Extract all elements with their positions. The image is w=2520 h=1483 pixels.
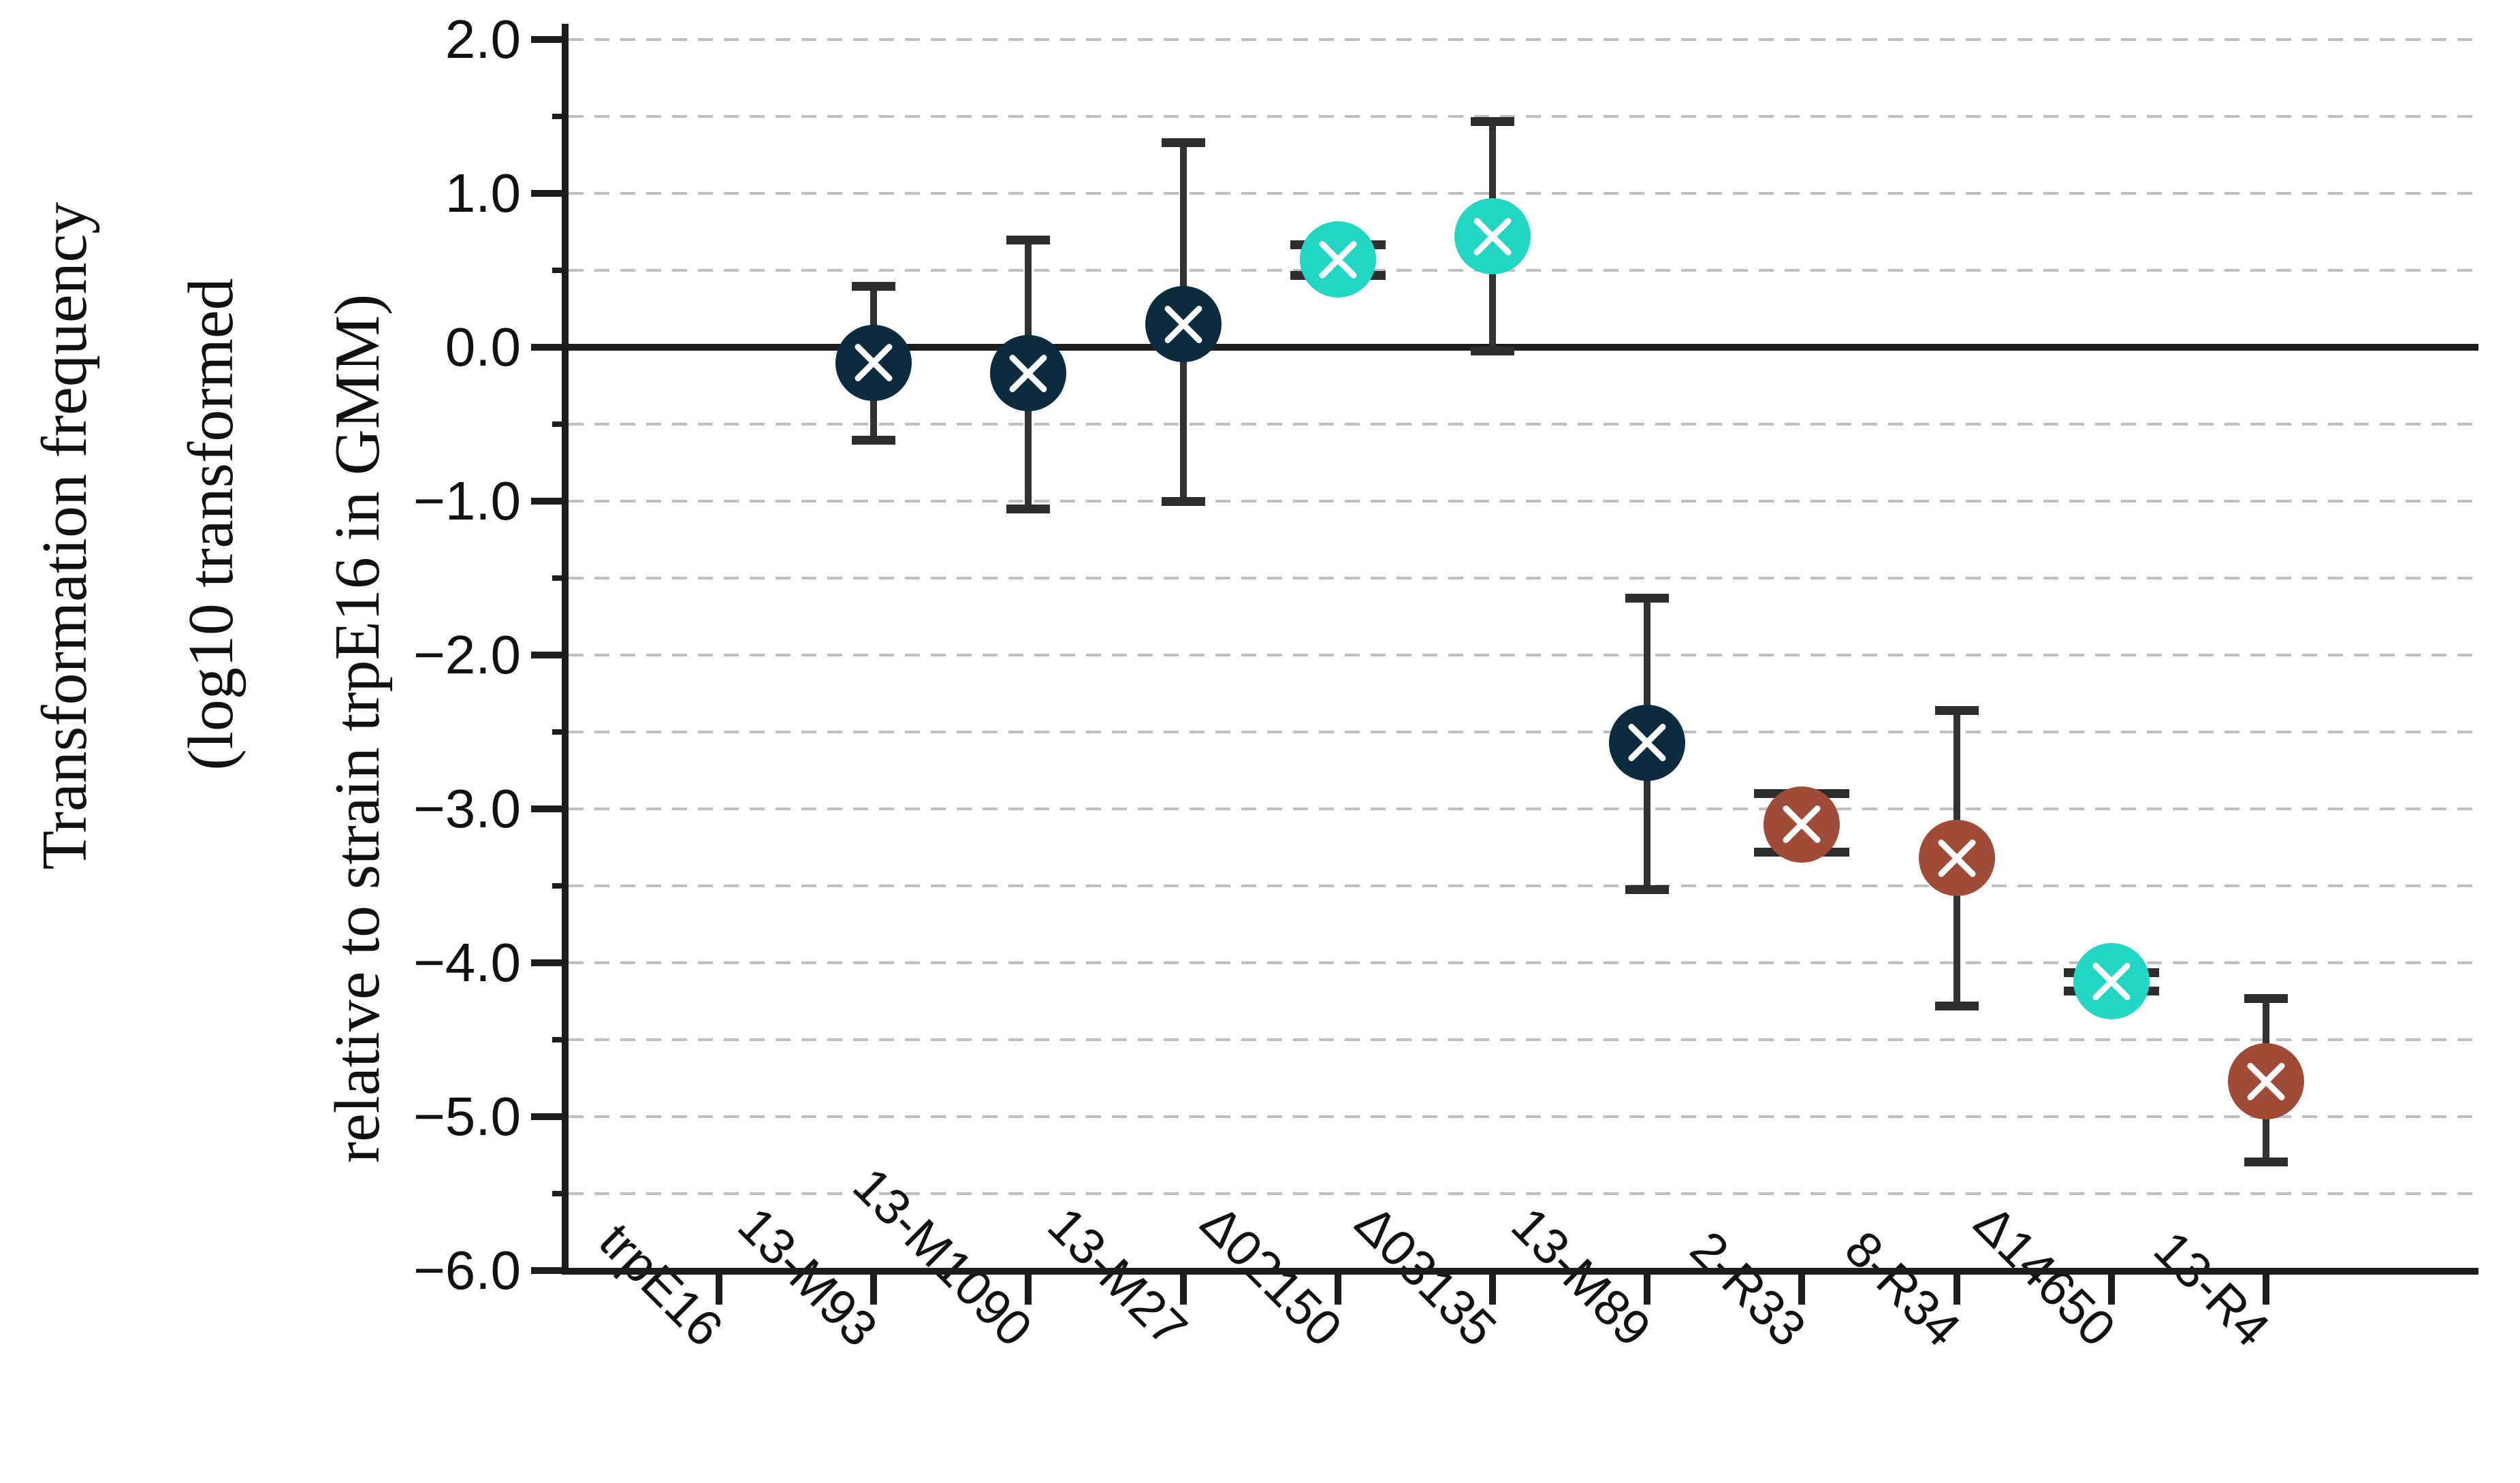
y-major-tick — [531, 1267, 569, 1274]
y-gridline — [569, 192, 2478, 195]
data-point-marker — [2073, 943, 2150, 1020]
data-point-marker — [1918, 820, 1995, 897]
y-minor-tick — [552, 1037, 569, 1042]
y-major-tick — [531, 498, 569, 505]
y-gridline — [569, 1038, 2478, 1041]
x-tick — [1953, 1271, 1960, 1305]
y-tick-label: −2.0 — [413, 624, 521, 685]
error-bar-cap-bottom — [2244, 1157, 2288, 1166]
data-point-marker — [2228, 1043, 2304, 1120]
y-gridline — [569, 1192, 2478, 1195]
y-gridline — [569, 654, 2478, 656]
y-gridline — [569, 423, 2478, 426]
zero-reference-line — [569, 344, 2478, 351]
error-bar-cap-top — [1161, 138, 1205, 148]
y-gridline — [569, 884, 2478, 887]
y-gridline — [569, 961, 2478, 964]
x-tick-label: 13-M27 — [1037, 1196, 1198, 1358]
y-gridline — [569, 808, 2478, 810]
y-gridline — [569, 1115, 2478, 1118]
error-bar-cap-bottom — [1161, 497, 1205, 506]
data-point-marker — [1454, 198, 1531, 275]
y-minor-tick — [552, 1191, 569, 1196]
x-tick-label: 2-R33 — [1679, 1219, 1817, 1358]
x-tick-label: Δ02150 — [1190, 1194, 1353, 1358]
error-bar-cap-bottom — [1625, 884, 1670, 894]
y-tick-label: −4.0 — [413, 932, 521, 993]
y-major-tick — [531, 36, 569, 43]
y-minor-tick — [552, 114, 569, 119]
x-tick-label: 8-R34 — [1834, 1219, 1972, 1358]
y-tick-label: 2.0 — [445, 9, 521, 69]
error-bar-cap-top — [1934, 706, 1979, 716]
error-bar-cap-top — [2244, 993, 2288, 1003]
y-tick-label: −5.0 — [413, 1086, 521, 1147]
y-minor-tick — [552, 729, 569, 735]
data-point-marker — [1609, 704, 1686, 781]
y-minor-tick — [552, 268, 569, 273]
x-tick — [1334, 1271, 1341, 1305]
y-tick-label: −6.0 — [413, 1240, 521, 1301]
error-bar-cap-top — [1006, 235, 1051, 244]
x-tick-label: 13-M89 — [1501, 1196, 1662, 1358]
data-point-marker — [1145, 286, 1222, 363]
x-tick-label: trpE16 — [588, 1212, 734, 1358]
x-tick-label: Δ03135 — [1344, 1194, 1508, 1358]
y-minor-tick — [552, 421, 569, 427]
data-point-marker — [1299, 221, 1376, 298]
x-tick — [2263, 1271, 2269, 1305]
x-tick — [1644, 1271, 1651, 1305]
error-bar-cap-bottom — [1471, 346, 1514, 355]
y-major-tick — [531, 959, 569, 966]
error-bar-cap-bottom — [1934, 1002, 1979, 1011]
error-bar-cap-top — [1625, 594, 1670, 603]
x-tick — [870, 1271, 878, 1305]
y-axis-line — [562, 24, 569, 1275]
y-major-tick — [531, 344, 569, 351]
y-gridline — [569, 269, 2478, 272]
y-tick-label: 0.0 — [445, 317, 521, 377]
y-minor-tick — [552, 883, 569, 889]
y-major-tick — [531, 652, 569, 658]
y-gridline — [569, 115, 2478, 118]
error-bar-cap-bottom — [852, 435, 896, 445]
y-major-tick — [531, 1113, 569, 1120]
y-tick-label: 1.0 — [445, 163, 521, 223]
data-point-marker — [835, 324, 912, 401]
data-point-marker — [990, 335, 1067, 412]
x-tick — [1025, 1271, 1032, 1305]
y-major-tick — [531, 806, 569, 812]
x-tick — [1798, 1271, 1806, 1305]
y-gridline — [569, 500, 2478, 503]
x-tick-label: 13-M93 — [727, 1196, 889, 1358]
error-bar-cap-top — [852, 281, 896, 291]
error-bar-cap-top — [1471, 116, 1514, 126]
y-gridline — [569, 577, 2478, 579]
y-tick-label: −3.0 — [413, 778, 521, 839]
y-minor-tick — [552, 575, 569, 581]
x-axis-line — [562, 1268, 2478, 1275]
x-tick — [1179, 1271, 1187, 1305]
data-point-marker — [1764, 786, 1840, 863]
y-gridline — [569, 731, 2478, 733]
x-tick-label: 13-R4 — [2143, 1219, 2281, 1358]
y-gridline — [569, 38, 2478, 41]
x-tick-label: Δ14650 — [1963, 1194, 2126, 1358]
x-tick — [716, 1271, 722, 1305]
error-bar-cap-bottom — [1006, 505, 1051, 514]
y-major-tick — [531, 190, 569, 197]
y-tick-label: −1.0 — [413, 471, 521, 531]
x-tick — [2107, 1271, 2115, 1305]
x-tick — [1489, 1271, 1496, 1305]
